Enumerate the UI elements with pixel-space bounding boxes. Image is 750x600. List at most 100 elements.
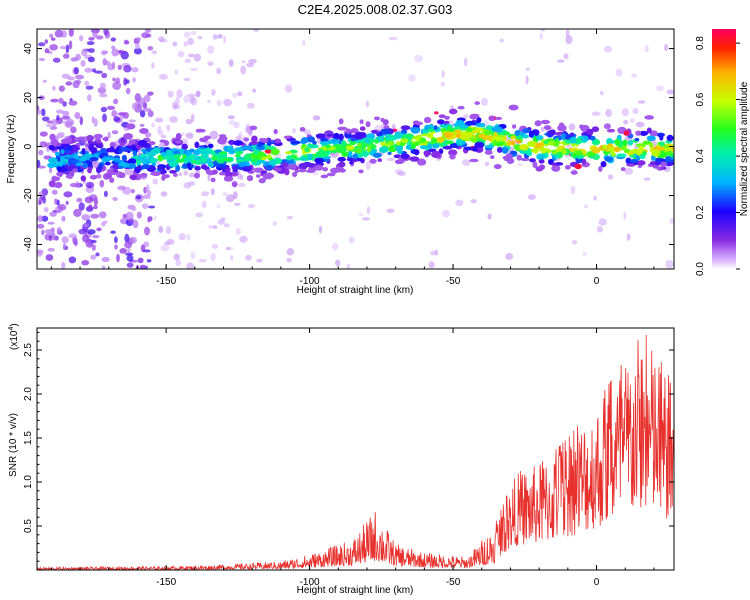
- heatmap-cell: [41, 215, 49, 222]
- colorbar-tick-label: 0.2: [695, 205, 706, 219]
- heatmap-cell: [262, 173, 269, 180]
- heatmap-cell: [529, 158, 536, 163]
- heatmap-cell: [88, 238, 92, 247]
- heatmap-cell: [51, 189, 58, 195]
- heatmap-cell: [266, 154, 272, 159]
- heatmap-cell: [78, 202, 85, 211]
- heatmap-cell: [469, 113, 479, 120]
- heatmap-cell: [251, 135, 258, 143]
- heatmap-cell: [476, 117, 482, 123]
- snr-x-axis-label: Height of straight line (km): [297, 585, 414, 596]
- heatmap-cell: [110, 37, 117, 42]
- heatmap-cell: [346, 263, 351, 269]
- heatmap-cell: [463, 146, 474, 151]
- heatmap-cell: [613, 146, 621, 152]
- heatmap-cell: [49, 44, 58, 51]
- heatmap-cell: [442, 209, 450, 218]
- heatmap-cell: [144, 226, 150, 236]
- heatmap-cell: [663, 145, 670, 149]
- heatmap-cell: [91, 244, 96, 251]
- heatmap-cell: [386, 208, 395, 213]
- heatmap-cell: [239, 235, 248, 243]
- heatmap-cell: [222, 192, 228, 196]
- heatmap-cell: [591, 126, 600, 132]
- heatmap-cell: [623, 211, 627, 220]
- heatmap-cell: [669, 218, 674, 224]
- snr-line: [37, 334, 674, 570]
- heatmap-cell: [527, 141, 535, 147]
- heatmap-cell: [431, 151, 441, 158]
- heatmap-cell: [589, 135, 596, 141]
- heatmap-cell: [188, 181, 196, 186]
- heatmap-cell: [194, 166, 201, 171]
- heatmap-cell: [111, 61, 116, 70]
- heatmap-cell: [216, 204, 221, 209]
- heatmap-cell: [536, 135, 544, 141]
- heatmap-cell: [649, 147, 655, 153]
- heatmap-cell: [88, 143, 95, 151]
- heatmap-cell: [194, 160, 202, 165]
- heatmap-cell: [124, 233, 130, 243]
- heatmap-cell: [365, 161, 371, 170]
- heatmap-cell: [37, 165, 46, 169]
- heatmap-cell: [289, 163, 297, 171]
- heatmap-cell: [113, 116, 121, 122]
- heatmap-cell: [117, 64, 123, 70]
- heatmap-cell: [430, 250, 436, 256]
- heatmap-cell: [281, 162, 289, 168]
- heatmap-cell: [303, 129, 311, 135]
- heatmap-cell: [56, 166, 62, 172]
- heatmap-cell: [605, 108, 612, 118]
- heatmap-cell: [56, 114, 60, 121]
- heatmap-cell: [57, 132, 65, 137]
- heatmap-cell: [173, 154, 181, 159]
- heatmap-cell: [357, 142, 362, 148]
- heatmap-cell: [96, 227, 102, 232]
- heatmap-cell: [186, 262, 195, 269]
- heatmap-cell: [207, 61, 214, 66]
- heatmap-cell: [87, 48, 95, 53]
- heatmap-cell: [623, 120, 629, 125]
- heatmap-cell: [68, 29, 74, 37]
- heatmap-cell: [644, 115, 654, 120]
- heatmap-cell: [539, 164, 545, 170]
- heatmap-cell: [201, 200, 207, 208]
- heatmap-cell: [175, 96, 180, 105]
- heatmap-cell: [286, 257, 292, 263]
- heatmap-cell: [264, 149, 273, 154]
- heatmap-cell: [242, 166, 253, 172]
- heatmap-cell: [242, 145, 248, 150]
- heatmap-cell: [117, 112, 126, 116]
- heatmap-cell: [349, 161, 354, 165]
- heatmap-cell: [146, 259, 152, 263]
- heatmap-cell: [337, 156, 346, 162]
- heatmap-cell: [65, 137, 73, 143]
- heatmap-cell: [246, 102, 255, 109]
- heatmap-cell: [140, 264, 146, 268]
- heatmap-cell: [337, 126, 348, 131]
- heatmap-cell: [554, 154, 560, 159]
- heatmap-cell: [72, 80, 80, 89]
- heatmap-cell: [413, 149, 420, 156]
- heatmap-cell: [176, 89, 183, 98]
- heatmap-cell: [248, 58, 257, 64]
- heatmap-cell: [210, 177, 216, 183]
- heatmap-cell: [261, 170, 267, 174]
- heatmap-cell: [472, 146, 478, 152]
- heatmap-cell: [312, 115, 321, 121]
- heatmap-cell: [292, 172, 297, 177]
- heatmap-cell: [169, 116, 178, 123]
- snr-scale-note: (x104): [8, 323, 20, 350]
- heatmap-cell: [45, 254, 54, 261]
- heatmap-cell: [184, 31, 191, 38]
- heatmap-cell: [90, 254, 97, 260]
- heatmap-cell: [385, 133, 390, 139]
- heatmap-cell: [319, 151, 329, 158]
- heatmap-cell: [165, 225, 172, 235]
- heatmap-cell: [81, 148, 86, 155]
- heatmap-cell: [298, 157, 308, 161]
- y-tick-label: 40: [23, 43, 34, 55]
- spectrogram-y-axis-label: Frequency (Hz): [6, 115, 17, 184]
- heatmap-cell: [307, 153, 313, 161]
- heatmap-cell: [642, 140, 652, 145]
